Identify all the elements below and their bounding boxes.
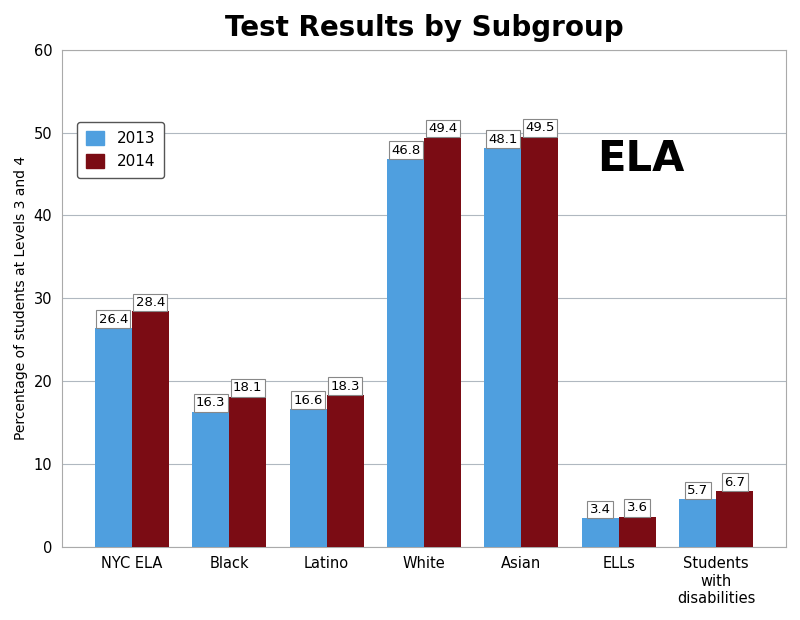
Text: 28.4: 28.4 — [136, 296, 165, 309]
Text: ELA: ELA — [598, 138, 685, 180]
Y-axis label: Percentage of students at Levels 3 and 4: Percentage of students at Levels 3 and 4 — [14, 156, 28, 440]
Bar — [192, 412, 230, 547]
Text: 48.1: 48.1 — [488, 133, 518, 146]
Text: 49.4: 49.4 — [428, 122, 457, 135]
Bar — [424, 138, 461, 547]
Text: 18.3: 18.3 — [330, 379, 360, 392]
Bar — [290, 409, 326, 547]
Bar — [522, 137, 558, 547]
Title: Test Results by Subgroup: Test Results by Subgroup — [225, 14, 623, 42]
Bar — [618, 517, 656, 547]
Text: 16.6: 16.6 — [294, 394, 323, 407]
Text: 46.8: 46.8 — [391, 144, 420, 157]
Text: 49.5: 49.5 — [526, 122, 554, 135]
Bar — [716, 491, 753, 547]
Bar — [132, 311, 169, 547]
Text: 6.7: 6.7 — [724, 476, 745, 489]
Bar — [326, 395, 364, 547]
Text: 18.1: 18.1 — [233, 381, 262, 394]
Text: 5.7: 5.7 — [687, 484, 708, 497]
Bar — [582, 518, 618, 547]
Bar — [484, 148, 522, 547]
Bar — [679, 499, 716, 547]
Legend: 2013, 2014: 2013, 2014 — [77, 122, 164, 178]
Text: 16.3: 16.3 — [196, 396, 226, 409]
Text: 3.4: 3.4 — [590, 503, 610, 516]
Text: 26.4: 26.4 — [98, 312, 128, 326]
Text: 3.6: 3.6 — [626, 502, 648, 515]
Bar — [230, 397, 266, 547]
Bar — [387, 159, 424, 547]
Bar — [95, 328, 132, 547]
